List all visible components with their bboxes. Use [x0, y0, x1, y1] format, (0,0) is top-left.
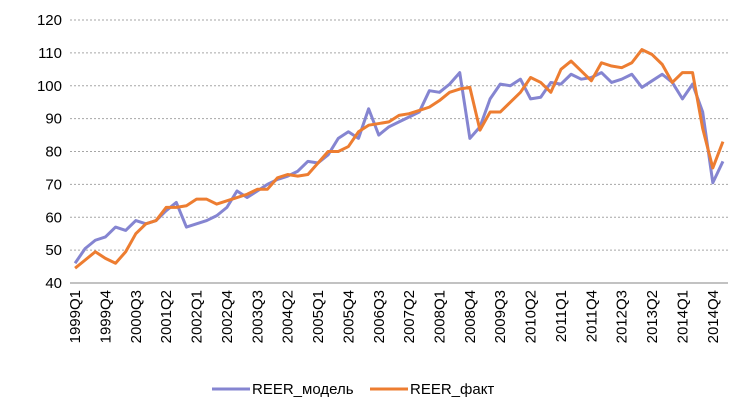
x-tick-label: 2006Q3 — [371, 290, 388, 343]
y-tick-label: 80 — [45, 144, 62, 161]
x-tick-label: 2009Q3 — [492, 290, 509, 343]
x-tick-label: 2008Q4 — [462, 290, 479, 343]
x-tick-label: 2011Q4 — [583, 290, 600, 342]
x-tick-label: 2014Q4 — [705, 290, 722, 343]
x-tick-label: 2001Q2 — [158, 290, 175, 343]
series-line — [73, 71, 725, 265]
x-tick-label: 2008Q1 — [431, 290, 448, 343]
y-tick-label: 50 — [45, 242, 62, 259]
x-tick-label: 2013Q2 — [644, 290, 661, 343]
x-tick-label: 2005Q4 — [340, 290, 357, 343]
y-tick-label: 60 — [45, 209, 62, 226]
y-tick-label: 120 — [37, 12, 62, 29]
x-tick-label: 2004Q2 — [280, 290, 297, 343]
x-tick-label: 2014Q1 — [674, 290, 691, 343]
x-tick-label: 2010Q2 — [523, 290, 540, 343]
x-tick-label: 1999Q4 — [97, 290, 114, 343]
y-tick-label: 40 — [45, 275, 62, 292]
x-tick-label: 2002Q4 — [219, 290, 236, 343]
series-line — [74, 48, 725, 270]
x-tick-label: 2002Q1 — [189, 290, 206, 343]
x-tick-label: 2007Q2 — [401, 290, 418, 343]
x-tick-label: 2000Q3 — [128, 290, 145, 343]
x-tick-label: 2005Q1 — [310, 290, 327, 343]
y-tick-label: 90 — [45, 111, 62, 128]
legend-label: REER_факт — [410, 381, 494, 398]
y-tick-label: 100 — [37, 78, 62, 95]
y-tick-label: 110 — [38, 45, 62, 62]
x-tick-label: 1999Q1 — [67, 290, 84, 343]
x-tick-label: 2012Q3 — [614, 290, 631, 343]
x-tick-label: 2011Q1 — [553, 290, 570, 342]
y-tick-label: 70 — [45, 176, 62, 193]
legend-label: REER_модель — [252, 381, 354, 398]
x-tick-label: 2003Q3 — [249, 290, 266, 343]
